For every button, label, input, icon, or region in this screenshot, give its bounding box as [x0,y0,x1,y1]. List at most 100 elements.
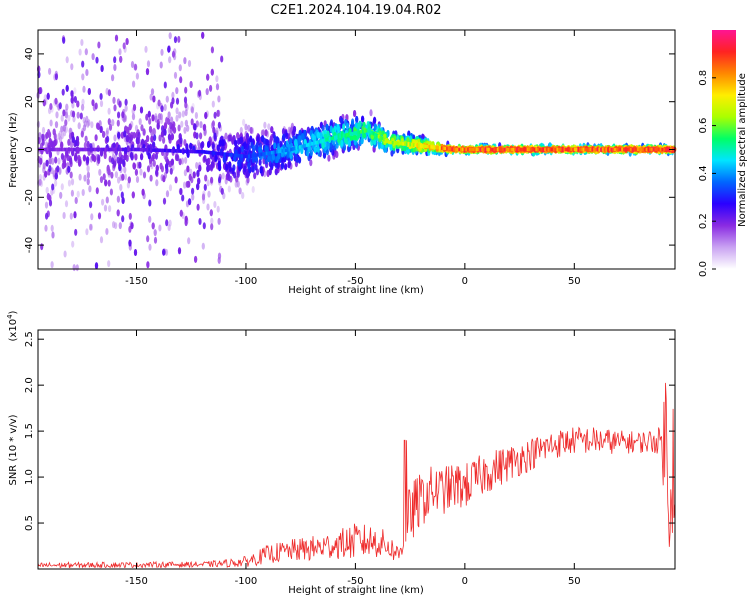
spectrogram-point [46,92,50,100]
spectrogram-point [210,223,214,231]
spectrogram-ridge-cell [351,131,354,136]
spectrogram-point [148,243,152,251]
spectrogram-point [156,122,160,130]
spectrogram-ridge-cell [509,147,512,152]
spectrogram-ridge-cell [346,133,349,137]
spectrogram-point [197,177,201,185]
spectrogram-point [73,211,77,219]
spectrogram-point [209,209,213,217]
spectrogram-point [221,172,225,180]
spectrogram-ridge-cell [169,148,172,153]
spectrogram-ridge-cell [225,152,228,157]
spectrogram-ridge-cell [188,149,191,154]
spectrogram-ridge-cell [178,149,181,153]
spectrogram-ridge-cell [71,147,74,152]
spectrogram-ridge-cell [158,148,162,153]
spectrogram-ridge-cell [176,149,179,153]
spectrogram-point [38,178,42,186]
spectrogram-ridge-cell [106,147,109,152]
spectrogram-point [249,126,253,134]
spectrogram-ridge-cell [94,147,97,152]
spectrogram-point [213,111,217,119]
spectrogram-ridge-cell [416,143,419,148]
spectrogram-ridge-cell [62,147,65,152]
spectrogram-ridge-cell [232,153,235,157]
spectrogram-point [135,72,139,80]
spectrogram-ridge-cell [134,147,137,152]
spectrogram-ridge-cell [398,141,402,146]
colorbar-tick-label: 0.2 [698,213,709,229]
spectrogram-point [287,126,291,134]
spectrogram-ridge-cell [622,147,626,152]
spectrogram-point [113,134,117,142]
spectrogram-point [167,133,172,141]
spectrogram-ridge-cell [344,133,347,137]
spectrogram-point [179,188,183,195]
spectrogram-ridge-cell [78,147,81,152]
spectrogram-point [329,119,334,127]
spectrogram-point [186,165,190,173]
spectrogram-point [175,114,179,122]
colorbar-tick-label: 0.8 [698,70,709,86]
spectrogram-ridge-cell [253,153,256,158]
spectrogram-point [406,137,410,143]
spectrogram-point [149,93,153,101]
spectrogram-ridge-cell [281,149,284,153]
spectrogram-point [155,169,159,177]
spectrogram-point [48,165,52,172]
spectrogram-ridge-cell [594,147,598,152]
spectrogram-point [178,158,182,166]
spectrogram-point [83,174,87,182]
spectrogram-point [175,97,180,105]
spectrogram-point [277,152,281,160]
spectrogram-ridge-cell [544,147,547,152]
spectrogram-point [204,112,208,119]
spectrogram-ridge-cell [418,143,421,148]
spectrogram-ridge-cell [46,147,50,152]
spectrogram-point [171,91,175,99]
spectrogram-ridge-cell [421,144,424,148]
spectrogram-point [173,71,178,79]
spectrogram-point [116,119,120,127]
spectrogram-point [210,217,214,225]
spectrogram-ridge-cell [108,147,111,152]
spectrogram-point [60,183,64,191]
spectrogram-point [211,120,215,128]
spectrogram-ridge-cell [137,147,141,152]
spectrogram-point [102,130,106,138]
spectrogram-point [282,133,286,141]
spectrogram-point [62,124,66,132]
spectrogram-point [71,240,75,248]
spectrogram-ridge-cell [372,131,375,136]
spectrogram-point [316,145,320,153]
spectrogram-point [195,120,199,128]
spectrogram-point [373,123,377,131]
spectrogram-point [60,153,64,160]
spectrogram-point [120,191,124,199]
spectrogram-point [325,123,329,131]
spectrogram-point [301,133,305,141]
spectrogram-ridge-cell [239,154,242,158]
spectrogram-point [211,143,215,150]
spectrogram-ridge-cell [76,147,79,152]
spectrogram-point [118,222,122,230]
spectrogram-ridge-cell [311,141,314,146]
spectrogram-point [54,121,59,129]
spectrogram-point [206,203,210,211]
spectrogram-point [298,129,302,137]
spectrogram-point [209,84,213,92]
spectrogram-ridge-cell [587,147,591,152]
spectrogram-point [247,162,251,170]
spectrogram-point [400,138,404,144]
spectrogram-point [221,139,225,147]
spectrogram-point [162,136,166,144]
spectrogram-ridge-cell [85,147,88,152]
spectrogram-ridge-cell [365,128,368,133]
spectrogram-ridge-cell [209,150,212,155]
spectrogram-ridge-cell [353,131,356,135]
spectrogram-ridge-cell [516,147,519,152]
spectrogram-point [54,97,58,105]
spectrogram-point [287,159,292,167]
spectrogram-ridge-cell [414,143,417,147]
spectrogram-point [84,135,88,143]
